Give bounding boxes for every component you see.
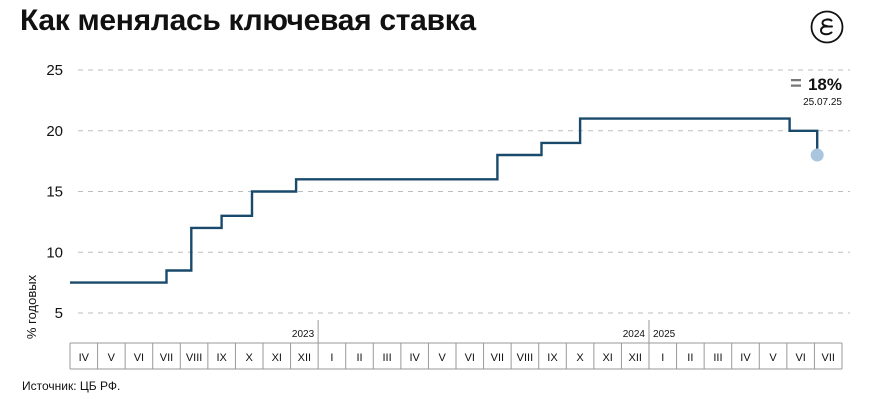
month-label: VIII: [517, 352, 534, 364]
month-label: XI: [272, 352, 282, 364]
month-label: X: [246, 352, 254, 364]
month-label: V: [108, 352, 116, 364]
month-label: V: [769, 352, 777, 364]
month-label: I: [330, 352, 333, 364]
y-tick-label: 25: [46, 62, 63, 79]
annotation-value: 18%: [808, 75, 842, 94]
month-label: III: [382, 352, 391, 364]
month-label: XII: [298, 352, 311, 364]
month-label: X: [576, 352, 584, 364]
y-tick-label: 15: [46, 184, 63, 201]
month-label: II: [356, 352, 362, 364]
month-label: XII: [628, 352, 641, 364]
month-label: VII: [160, 352, 173, 364]
y-axis-title: % годовых: [24, 274, 39, 339]
y-tick-label: 20: [46, 123, 63, 140]
y-tick-label: 5: [55, 305, 63, 322]
y-axis-labels: 5 10 15 20 25: [46, 62, 63, 322]
month-label: XI: [602, 352, 612, 364]
month-label: VIII: [186, 352, 203, 364]
current-rate-annotation: = 18% 25.07.25: [790, 73, 842, 108]
grid-lines: [78, 69, 850, 314]
y-tick-label: 10: [46, 244, 63, 261]
month-label: VI: [465, 352, 475, 364]
current-rate-marker: [810, 148, 824, 162]
source-note: Источник: ЦБ РФ.: [22, 379, 121, 393]
month-label: VII: [491, 352, 504, 364]
month-label: IV: [740, 352, 751, 364]
month-label: III: [713, 352, 722, 364]
rate-step-line: [70, 117, 819, 284]
ved-logo-icon: [810, 10, 844, 44]
year-label: 2023: [292, 329, 315, 340]
month-label: IV: [409, 352, 420, 364]
month-label: VI: [795, 352, 805, 364]
annotation-date: 25.07.25: [803, 97, 842, 108]
month-axis: IV V VI VII VIII IX X XI XII I II III IV V VI VII VIII IX…: [69, 342, 843, 370]
month-label: VI: [134, 352, 144, 364]
year-label: 2024: [623, 329, 646, 340]
year-labels: 2023 2024 2025: [292, 320, 676, 343]
month-label: IX: [216, 352, 227, 364]
month-label: IV: [79, 352, 90, 364]
annotation-equal-sign: =: [790, 73, 802, 95]
month-label: II: [687, 352, 693, 364]
month-label: V: [439, 352, 447, 364]
month-label: IX: [547, 352, 558, 364]
page-title: Как менялась ключевая ставка: [20, 4, 476, 37]
year-label: 2025: [653, 329, 676, 340]
month-label: I: [661, 352, 664, 364]
month-label: VII: [821, 352, 834, 364]
